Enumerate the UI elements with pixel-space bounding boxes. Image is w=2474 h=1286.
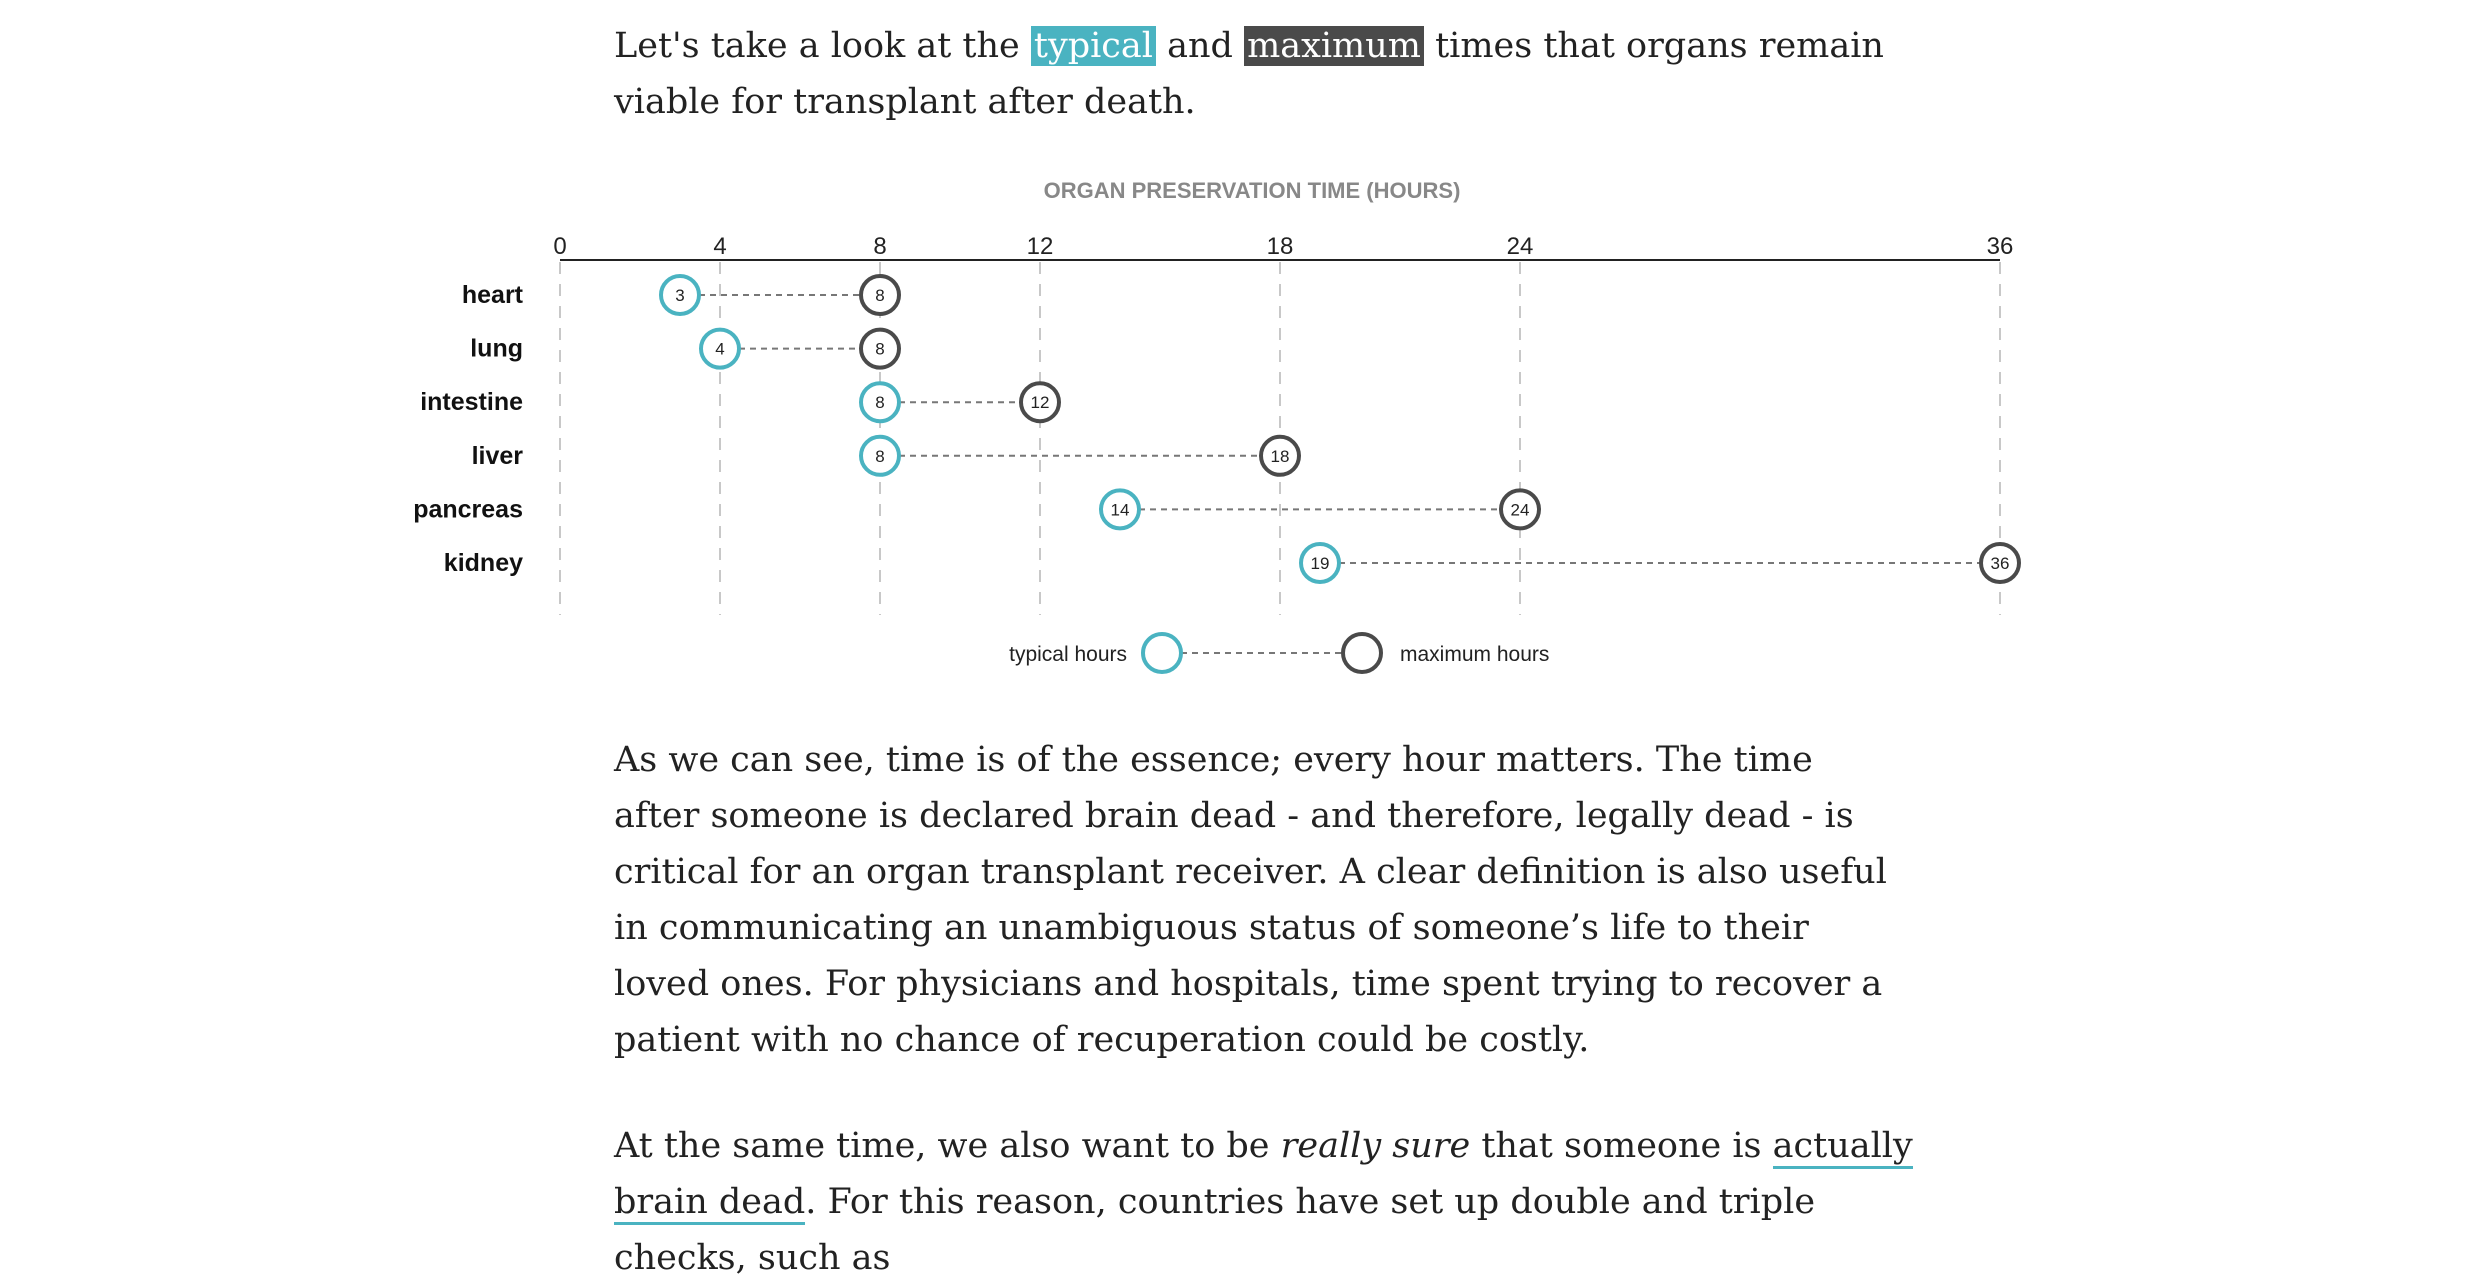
legend-label-maximum: maximum hours [1400,643,1549,666]
intro-text-before: Let's take a look at the [614,26,1031,66]
maximum-point-heart [859,274,901,316]
typical-point-pancreas [1099,488,1141,531]
maximum-point-intestine [1019,381,1061,424]
typical-point-intestine [859,381,901,424]
intro-paragraph: Let's take a look at the typical and max… [614,18,1914,130]
tick-label-36: 36 [1987,233,2014,260]
tick-label-0: 0 [553,233,566,260]
tick-label-12: 12 [1027,233,1054,260]
maximum-label-pancreas: 24 [1511,500,1530,519]
typical-label-kidney: 19 [1311,554,1330,573]
brain-dead-link[interactable]: actually brain dead [614,1126,1913,1225]
maximum-label-lung: 8 [875,340,884,359]
legend-swatch-maximum [1341,632,1383,674]
typical-label-pancreas: 14 [1111,500,1130,519]
paragraph-essence: As we can see, time is of the essence; e… [614,740,1887,1060]
maximum-point-kidney [1979,542,2021,584]
typical-point-heart [659,274,701,316]
intro-text-after: times that organs remain viable for tran… [614,26,1884,122]
maximum-highlight: maximum [1244,26,1424,66]
tick-label-18: 18 [1267,233,1294,260]
typical-label-liver: 8 [875,447,884,466]
typical-label-lung: 4 [715,340,724,359]
row-label-intestine: intestine [420,388,523,416]
legend: typical hours maximum hours [1009,632,1549,674]
typical-highlight: typical [1030,26,1156,66]
row-label-lung: lung [470,335,523,363]
tick-label-24: 24 [1507,233,1534,260]
typical-point-kidney [1299,542,1341,584]
maximum-point-liver [1259,434,1301,477]
para2-text-mid: that someone is [1470,1126,1773,1166]
x-axis: 0 4 8 12 18 24 36 [553,233,2014,261]
maximum-point-lung [859,327,901,370]
organ-preservation-chart: ORGAN PRESERVATION TIME (HOURS) 0 4 8 12 18 2… [413,178,2021,674]
row-label-heart: heart [462,281,524,309]
para2-text-before: At the same time, we also want to be [614,1126,1281,1166]
maximum-label-intestine: 12 [1031,393,1050,412]
intro-text-mid: and [1155,26,1245,66]
tick-label-8: 8 [873,233,886,260]
chart-title: ORGAN PRESERVATION TIME (HOURS) [1044,178,1461,203]
maximum-label-liver: 18 [1271,447,1290,466]
typical-label-intestine: 8 [875,393,884,412]
typical-label-heart: 3 [675,286,684,305]
maximum-label-heart: 8 [875,286,884,305]
row-label-kidney: kidney [444,549,523,577]
maximum-label-kidney: 36 [1991,554,2010,573]
legend-swatch-typical [1141,632,1183,674]
tick-label-4: 4 [713,233,726,260]
maximum-point-pancreas [1499,488,1541,531]
row-label-pancreas: pancreas [413,495,523,523]
row-label-liver: liver [472,442,524,470]
paragraph-really-sure: At the same time, we also want to be rea… [614,1118,1914,1286]
legend-label-typical: typical hours [1009,643,1127,666]
typical-point-lung [699,327,741,370]
really-sure-emphasis: really sure [1280,1126,1471,1166]
data-rows: heart 3 8 lung 4 8 intestine 8 12 liver 8 18 pancrea… [413,274,2021,584]
typical-point-liver [859,434,901,477]
